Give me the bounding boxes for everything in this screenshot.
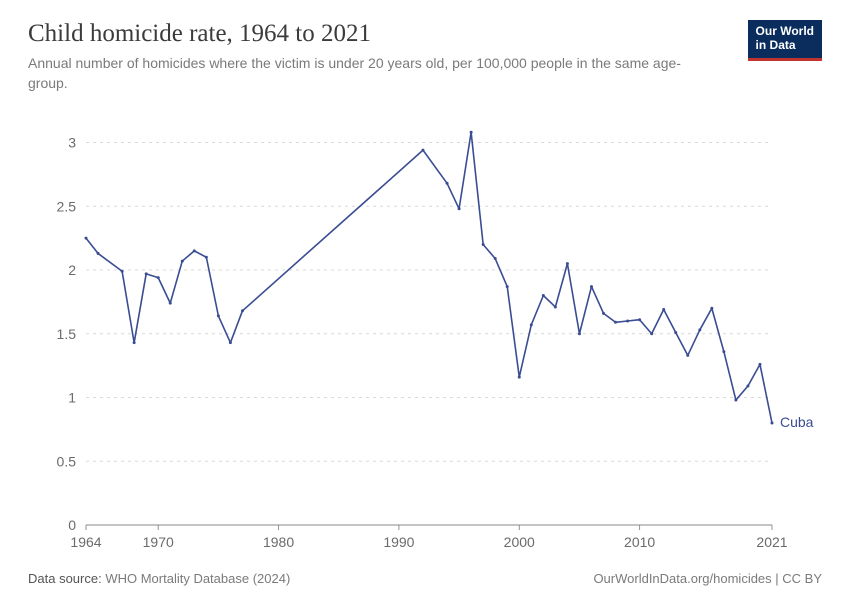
y-tick-label: 1.5 <box>57 326 77 342</box>
data-point[interactable] <box>542 294 545 297</box>
data-point[interactable] <box>554 306 557 309</box>
data-point[interactable] <box>229 341 232 344</box>
data-point[interactable] <box>674 331 677 334</box>
data-point[interactable] <box>602 312 605 315</box>
data-point[interactable] <box>518 376 521 379</box>
data-point[interactable] <box>722 350 725 353</box>
data-point[interactable] <box>566 262 569 265</box>
chart-area: 0 0.5 1 1.5 2 2.5 3 1964 1970 1980 1990 2000 2010 202… <box>28 105 822 555</box>
data-point[interactable] <box>482 243 485 246</box>
data-point[interactable] <box>746 385 749 388</box>
data-point[interactable] <box>530 324 533 327</box>
data-point[interactable] <box>458 207 461 210</box>
data-point[interactable] <box>181 260 184 263</box>
y-tick-label: 2 <box>68 262 76 278</box>
data-point[interactable] <box>686 354 689 357</box>
data-point[interactable] <box>421 149 424 152</box>
data-point[interactable] <box>662 308 665 311</box>
y-tick-label: 3 <box>68 135 76 151</box>
data-point[interactable] <box>734 399 737 402</box>
y-tick-label: 1 <box>68 390 76 406</box>
data-point[interactable] <box>241 309 244 312</box>
chart-subtitle: Annual number of homicides where the vic… <box>28 54 708 93</box>
owid-logo[interactable]: Our World in Data <box>748 20 822 61</box>
x-tick-label: 2000 <box>504 534 535 550</box>
data-point[interactable] <box>710 307 713 310</box>
x-tick-label: 2010 <box>624 534 655 550</box>
x-tick-label: 2021 <box>756 534 787 550</box>
header: Our World in Data Child homicide rate, 1… <box>28 20 822 93</box>
source-label: Data source: <box>28 571 102 586</box>
data-point[interactable] <box>771 422 774 425</box>
data-point[interactable] <box>145 273 148 276</box>
data-point[interactable] <box>133 341 136 344</box>
line-chart-svg: 0 0.5 1 1.5 2 2.5 3 1964 1970 1980 1990 2000 2010 202… <box>28 105 822 555</box>
x-tick-label: 1970 <box>143 534 174 550</box>
series-label-cuba[interactable]: Cuba <box>780 414 814 430</box>
logo-line-2: in Data <box>756 39 814 53</box>
data-point[interactable] <box>470 131 473 134</box>
data-point[interactable] <box>193 250 196 253</box>
data-point[interactable] <box>157 276 160 279</box>
source-value: WHO Mortality Database (2024) <box>105 571 290 586</box>
data-point[interactable] <box>578 332 581 335</box>
data-point[interactable] <box>85 237 88 240</box>
y-tick-label: 0 <box>68 517 76 533</box>
y-tick-label: 0.5 <box>57 453 77 469</box>
data-source: Data source: WHO Mortality Database (202… <box>28 571 290 586</box>
data-point[interactable] <box>205 256 208 259</box>
x-tick-label: 1980 <box>263 534 294 550</box>
attribution[interactable]: OurWorldInData.org/homicides | CC BY <box>593 571 822 586</box>
data-point[interactable] <box>590 285 593 288</box>
data-point[interactable] <box>494 257 497 260</box>
data-point[interactable] <box>614 321 617 324</box>
data-point[interactable] <box>626 320 629 323</box>
series-line-cuba[interactable] <box>86 132 772 423</box>
data-point[interactable] <box>121 270 124 273</box>
data-point[interactable] <box>638 318 641 321</box>
data-point[interactable] <box>650 332 653 335</box>
data-point[interactable] <box>506 285 509 288</box>
x-tick-label: 1990 <box>383 534 414 550</box>
chart-footer: Data source: WHO Mortality Database (202… <box>28 571 822 586</box>
data-point[interactable] <box>758 363 761 366</box>
chart-page: Our World in Data Child homicide rate, 1… <box>0 0 850 600</box>
data-point[interactable] <box>698 329 701 332</box>
logo-line-1: Our World <box>756 25 814 39</box>
data-point[interactable] <box>97 252 100 255</box>
y-tick-label: 2.5 <box>57 198 77 214</box>
data-point[interactable] <box>169 302 172 305</box>
data-point[interactable] <box>217 315 220 318</box>
x-tick-label: 1964 <box>70 534 101 550</box>
data-point[interactable] <box>446 182 449 185</box>
chart-title: Child homicide rate, 1964 to 2021 <box>28 20 822 48</box>
